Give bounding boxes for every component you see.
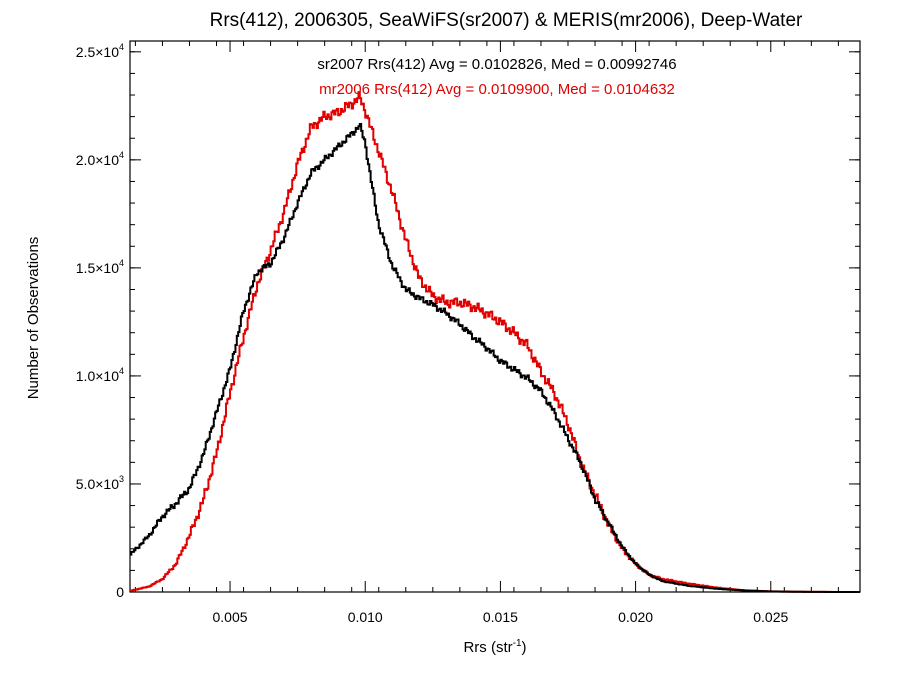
x-tick-label: 0.005: [213, 609, 248, 625]
series-line-sr2007: [130, 123, 860, 593]
x-tick-label: 0.015: [483, 609, 518, 625]
x-tick-label: 0.010: [348, 609, 383, 625]
legend-entry-sr2007: sr2007 Rrs(412) Avg = 0.0102826, Med = 0…: [317, 56, 676, 73]
x-tick-label: 0.020: [618, 609, 653, 625]
chart-title: Rrs(412), 2006305, SeaWiFS(sr2007) & MER…: [210, 10, 803, 31]
y-axis-label: Number of Observations: [25, 237, 42, 400]
x-axis-label-text: Rrs (str: [463, 639, 512, 656]
y-tick-label: 5.0×103: [76, 474, 124, 492]
plot-area: 0.005 0.010 0.015 0.020 0.025 0 5.0×103 1.0×104…: [76, 40, 861, 625]
series-line-mr2006: [130, 91, 860, 593]
plot-frame: [129, 40, 861, 593]
x-axis-label-superscript: -1: [513, 638, 522, 649]
y-tick-label: 1.5×104: [76, 258, 124, 276]
legend-entry-mr2006: mr2006 Rrs(412) Avg = 0.0109900, Med = 0…: [319, 81, 675, 98]
y-tick-label: 2.0×104: [76, 150, 124, 168]
x-axis-label-close: ): [522, 639, 527, 656]
y-tick-label: 0: [116, 584, 124, 600]
y-tick-label: 1.0×104: [76, 366, 124, 384]
x-tick-label: 0.025: [753, 609, 788, 625]
y-tick-label: 2.5×104: [76, 42, 124, 60]
x-axis-label: Rrs (str-1): [463, 638, 526, 656]
